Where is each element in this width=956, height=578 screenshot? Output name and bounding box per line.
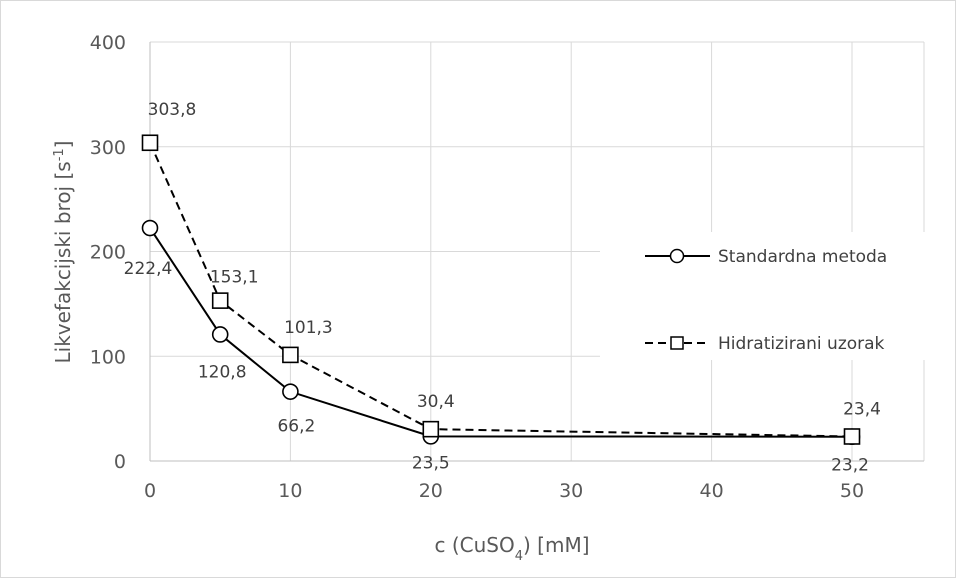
x-tick-label: 40 — [700, 480, 724, 502]
legend-label-standardna: Standardna metoda — [718, 247, 887, 267]
legend-item-hidratizirani: Hidratizirani uzorak — [645, 334, 885, 354]
data-label: 30,4 — [417, 392, 455, 412]
tick-labels: 0 100 200 300 400 0 10 20 30 40 50 — [90, 32, 864, 502]
y-axis-title-sup: -1 — [52, 148, 67, 161]
axes — [149, 42, 924, 462]
y-tick-label: 300 — [90, 137, 126, 159]
data-label: 153,1 — [210, 268, 259, 288]
x-tick-label: 50 — [840, 480, 864, 502]
x-tick-label: 20 — [419, 480, 443, 502]
y-tick-label: 200 — [90, 242, 126, 264]
legend-square-marker — [670, 336, 684, 350]
legend: Standardna metoda Hidratizirani uzorak — [600, 232, 928, 360]
data-point-circle — [282, 383, 299, 400]
data-label: 66,2 — [277, 417, 315, 437]
x-axis-title-prefix: c (CuSO — [434, 533, 514, 557]
x-axis-title-sub: 4 — [515, 549, 523, 564]
y-axis-title-suffix: ] — [51, 141, 75, 149]
legend-background — [600, 232, 928, 360]
y-tick-label: 0 — [114, 451, 126, 473]
x-tick-label: 30 — [559, 480, 583, 502]
data-point-square — [843, 428, 861, 445]
legend-item-standardna: Standardna metoda — [645, 247, 887, 267]
data-label: 23,2 — [831, 456, 869, 476]
y-axis-title-prefix: Likvefakcijski broj [s — [51, 161, 75, 363]
data-point-square — [422, 420, 440, 438]
data-point-square — [282, 346, 299, 364]
data-label: 23,4 — [843, 399, 881, 419]
data-label: 222,4 — [124, 259, 173, 279]
y-tick-label: 100 — [90, 346, 126, 368]
data-label: 303,8 — [148, 100, 197, 120]
data-label: 120,8 — [198, 362, 247, 382]
data-label: 23,5 — [412, 453, 450, 473]
data-point-circle — [141, 219, 159, 237]
legend-label-hidratizirani: Hidratizirani uzorak — [718, 334, 885, 354]
y-tick-label: 400 — [90, 32, 126, 54]
series-layer — [141, 134, 861, 445]
x-tick-label: 10 — [278, 480, 302, 502]
data-point-square — [211, 292, 229, 309]
x-tick-label: 0 — [144, 480, 156, 502]
legend-circle-marker — [669, 248, 685, 264]
x-axis-title: c (CuSO4) [mM] — [434, 533, 589, 564]
data-labels: 222,4 120,8 66,2 23,5 23,2 303,8 153,1 101,3 30,… — [124, 100, 881, 476]
data-point-circle — [211, 326, 229, 343]
data-label: 101,3 — [284, 318, 333, 338]
x-axis-title-suffix: ) [mM] — [523, 533, 590, 557]
data-point-square — [141, 134, 159, 152]
y-axis-title: Likvefakcijski broj [s-1] — [51, 141, 75, 364]
